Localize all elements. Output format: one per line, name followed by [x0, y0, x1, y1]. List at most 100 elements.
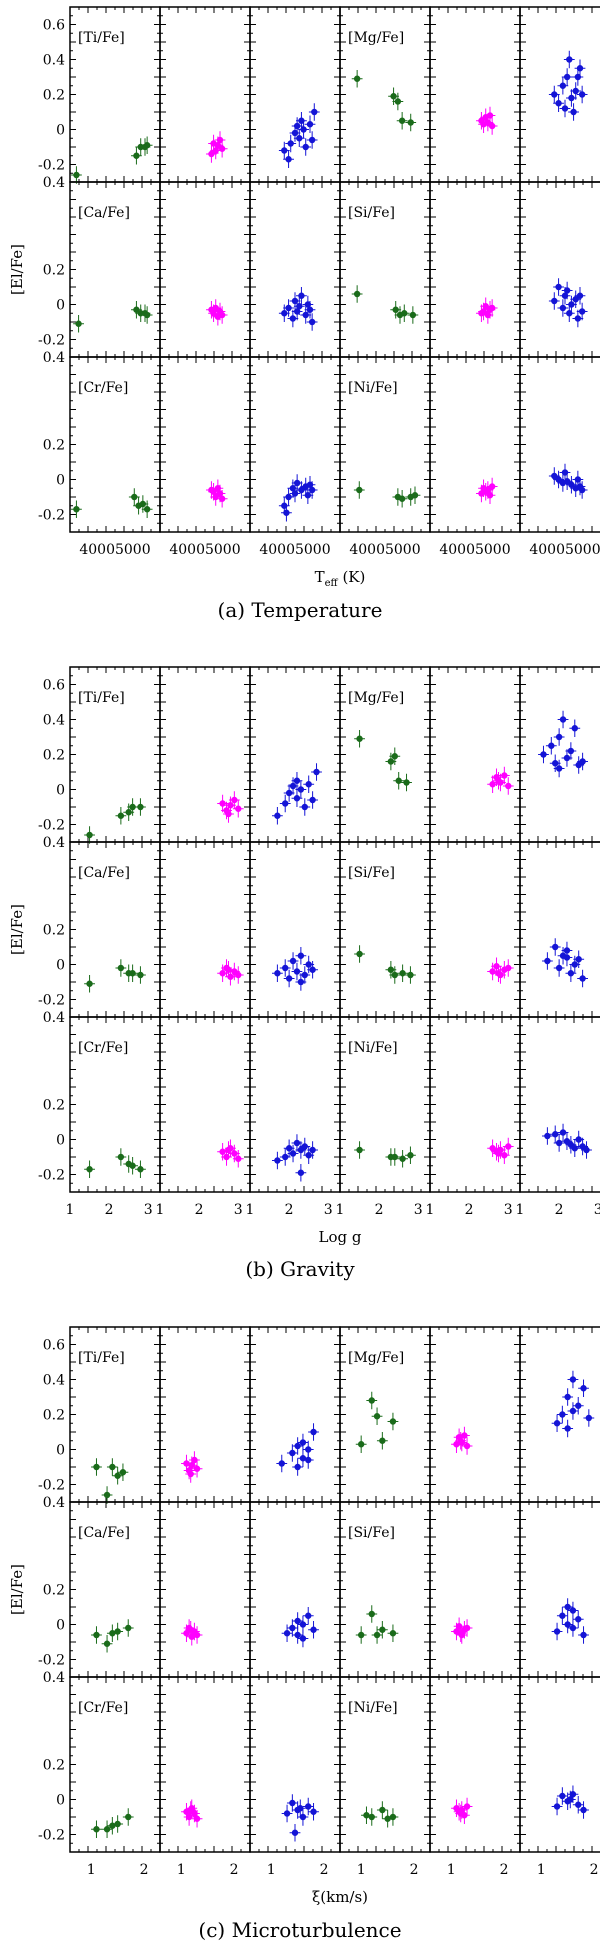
data-point-blue: [309, 966, 316, 973]
data-point-magenta: [216, 136, 224, 144]
panel-frame: [429, 666, 521, 843]
data-point-blue: [555, 100, 562, 107]
data-point-magenta: [231, 796, 238, 804]
panel-1-2-2: [249, 1016, 341, 1193]
panel-frame: [159, 181, 251, 358]
data-point-blue: [566, 310, 573, 317]
data-point-magenta: [488, 304, 496, 312]
y-tick-label: 0.6: [43, 678, 65, 694]
data-point-magenta: [218, 145, 226, 152]
data-point-blue: [567, 1796, 574, 1803]
data-point-green: [137, 803, 144, 811]
data-point-blue: [568, 94, 575, 102]
data-point-blue: [579, 975, 586, 982]
panel-2-0-1: [159, 1326, 251, 1503]
data-point-green: [353, 290, 361, 298]
data-point-green: [357, 1631, 365, 1639]
data-point-blue: [293, 122, 301, 130]
data-point-magenta: [214, 142, 222, 149]
data-point-blue: [553, 1803, 561, 1810]
data-point-magenta: [478, 310, 485, 317]
panel-1-1-4: [429, 841, 521, 1018]
panel-frame: [159, 6, 251, 183]
y-tick-label: 0.2: [43, 1408, 65, 1424]
data-point-green: [373, 1413, 381, 1420]
x-tick-label: 2: [590, 1862, 599, 1878]
panel-0-1-5: [519, 181, 600, 358]
data-point-green: [93, 1463, 100, 1471]
panel-frame: [519, 356, 600, 533]
x-tick-label: 3: [144, 1202, 153, 1218]
data-point-blue: [583, 1146, 590, 1154]
data-point-blue: [298, 486, 305, 494]
panel-0-2-3: [Ni/Fe]: [339, 356, 431, 533]
element-label: [Ca/Fe]: [78, 1525, 130, 1541]
data-point-blue: [553, 1628, 561, 1635]
data-point-blue: [578, 486, 586, 494]
data-point-blue: [575, 1616, 582, 1623]
data-point-blue: [552, 760, 559, 767]
y-tick-label: 0.4: [43, 713, 65, 729]
data-point-blue: [555, 733, 563, 741]
data-point-blue: [564, 1393, 571, 1401]
data-point-blue: [548, 742, 555, 749]
data-point-magenta: [219, 970, 226, 977]
y-tick-label: 0: [56, 1443, 65, 1459]
data-point-blue: [289, 957, 297, 965]
panel-frame: [429, 356, 521, 533]
panel-frame: [249, 356, 341, 533]
data-point-blue: [305, 1456, 312, 1464]
data-point-blue: [540, 751, 547, 758]
panel-0-0-0: [Ti/Fe]: [69, 6, 161, 184]
panel-frame: [159, 1016, 251, 1193]
data-point-blue: [576, 65, 584, 72]
data-point-blue: [283, 1630, 291, 1637]
data-point-blue: [551, 472, 558, 480]
x-tick-label: 40005000: [529, 542, 600, 558]
data-point-green: [357, 1441, 365, 1448]
y-tick-label: 0.4: [43, 53, 65, 69]
data-point-blue: [297, 952, 305, 959]
y-tick-label: 0.4: [43, 835, 65, 851]
panel-frame: [249, 666, 341, 843]
x-tick-label: 1: [267, 1862, 276, 1878]
data-point-magenta: [486, 492, 494, 499]
data-point-green: [86, 831, 93, 839]
panel-frame: [429, 181, 521, 358]
data-point-blue: [285, 493, 292, 501]
data-point-green: [119, 1469, 127, 1476]
data-point-magenta: [193, 1631, 201, 1639]
x-axis-label: ξ(km/s): [312, 1888, 368, 1906]
data-point-green: [401, 310, 408, 317]
element-label: [Ni/Fe]: [348, 1700, 398, 1716]
caption-microturbulence: (c) Microturbulence: [198, 1918, 402, 1942]
data-point-magenta: [231, 1150, 238, 1157]
panel-0-0-2: [249, 6, 341, 183]
data-point-green: [114, 1628, 121, 1635]
panel-1-2-1: [159, 1016, 251, 1193]
data-point-blue: [274, 970, 281, 977]
data-point-green: [103, 1640, 111, 1647]
panel-0-1-4: [429, 181, 521, 358]
data-point-blue: [574, 476, 582, 483]
data-point-magenta: [208, 150, 215, 158]
data-point-magenta: [484, 486, 492, 494]
data-point-green: [379, 1626, 386, 1633]
panel-1-0-2: [249, 666, 341, 843]
data-point-blue: [563, 754, 571, 762]
data-point-blue: [569, 1791, 577, 1798]
data-point-blue: [289, 782, 297, 790]
panel-2-0-4: [429, 1326, 521, 1503]
data-point-blue: [574, 315, 582, 322]
data-point-blue: [308, 318, 316, 326]
data-point-blue: [544, 957, 551, 965]
data-point-magenta: [218, 495, 226, 502]
data-point-blue: [298, 117, 305, 124]
panel-frame: [249, 1501, 341, 1678]
data-point-magenta: [505, 1143, 512, 1150]
data-point-blue: [306, 121, 314, 128]
data-point-green: [403, 779, 410, 786]
panel-1-0-5: [519, 666, 600, 843]
data-point-blue: [310, 1626, 317, 1633]
data-point-blue: [291, 490, 299, 497]
